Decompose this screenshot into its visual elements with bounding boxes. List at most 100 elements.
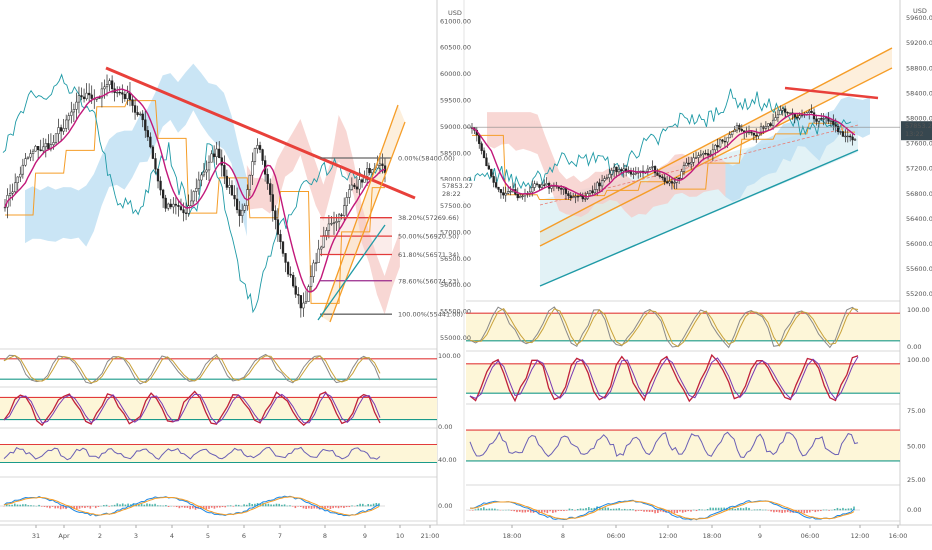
macd-histogram-bar: [585, 508, 587, 511]
candle-body: [516, 194, 519, 199]
candle-body: [230, 185, 234, 196]
macd-histogram-bar: [294, 506, 297, 509]
candle-body: [322, 235, 325, 248]
candle-body: [735, 125, 739, 131]
last-price-label: 57853.27: [905, 122, 932, 130]
macd-histogram-bar: [59, 506, 62, 510]
candle-body: [330, 223, 333, 225]
candle-body: [694, 157, 698, 159]
candle-body: [815, 118, 818, 122]
macd-histogram-bar: [817, 510, 819, 512]
macd-histogram-bar: [825, 509, 828, 511]
macd-histogram-bar: [676, 510, 678, 514]
macd-histogram-bar: [210, 506, 213, 508]
candle-body: [47, 143, 50, 150]
candle-body: [752, 132, 755, 136]
candle-body: [665, 181, 669, 184]
macd-histogram-bar: [643, 510, 645, 512]
macd-histogram-bar: [557, 510, 560, 511]
macd-histogram-bar: [806, 510, 808, 513]
candle-body: [494, 182, 498, 188]
macd-histogram-bar: [27, 505, 30, 507]
candle-body: [133, 105, 137, 113]
ichimoku-cloud-bear: [487, 112, 726, 218]
channel-upper-line: [539, 67, 893, 247]
candle-body: [187, 205, 190, 214]
candle-body: [651, 166, 654, 168]
candle-body: [593, 189, 596, 194]
stoch-k-line: [469, 353, 859, 403]
candle-body: [103, 86, 106, 90]
candle-body: [615, 166, 618, 173]
macd-histogram-bar: [272, 504, 275, 507]
macd-histogram-bar: [521, 510, 524, 513]
macd-histogram-bar: [235, 504, 237, 507]
candle-body: [704, 152, 707, 155]
candle-body: [123, 93, 127, 99]
macd-histogram-bar: [337, 506, 340, 509]
macd-histogram-bar: [477, 508, 480, 511]
macd-histogram-bar: [621, 509, 623, 511]
candle-body: [533, 183, 536, 188]
candle-body: [286, 262, 290, 275]
macd-histogram-bar: [32, 505, 35, 507]
candle-body: [757, 132, 760, 137]
y-tick-label: 40.00: [438, 456, 457, 464]
candle-body: [100, 88, 104, 99]
macd-histogram-bar: [51, 506, 54, 507]
candle-body: [82, 96, 86, 100]
candle-body: [243, 205, 246, 211]
candle-body: [682, 165, 686, 172]
candle-body: [212, 153, 216, 158]
macd-histogram-bar: [189, 506, 191, 510]
macd-histogram-bar: [19, 504, 21, 507]
macd-histogram-bar: [40, 506, 43, 507]
macd-histogram-bar: [756, 509, 759, 511]
macd-histogram-bar: [343, 506, 345, 508]
candle-body: [733, 129, 736, 133]
macd-histogram-bar: [143, 504, 146, 507]
candle-body: [223, 165, 226, 177]
candle-body: [829, 120, 833, 122]
macd-histogram-bar: [57, 506, 59, 509]
background-layer: [0, 0, 932, 528]
candle-body: [540, 184, 544, 188]
candle-body: [77, 95, 81, 103]
candle-body: [360, 179, 364, 183]
macd-histogram-bar: [202, 506, 205, 509]
macd-histogram-bar: [764, 509, 767, 511]
macd-histogram-bar: [370, 504, 372, 507]
candle-body: [668, 181, 671, 184]
fib-level-label: 38.20%(57269.66): [398, 214, 459, 222]
candle-body: [228, 185, 231, 188]
candle-body: [57, 127, 60, 135]
candle-body: [24, 158, 27, 166]
candle-body: [54, 133, 58, 143]
candle-body: [731, 131, 734, 135]
candle-body: [327, 223, 331, 231]
y-tick-label: 100.00: [438, 352, 461, 360]
macd-histogram-bar: [332, 506, 334, 509]
candle-body: [121, 92, 124, 95]
macd-histogram-bar: [543, 510, 546, 513]
macd-histogram-bar: [24, 504, 27, 507]
macd-histogram-bar: [833, 509, 836, 511]
macd-histogram-bar: [73, 506, 75, 510]
candle-body: [726, 137, 729, 143]
y-tick-label: 59000.00: [440, 123, 471, 131]
text-layer: 61000.00 60500.00 60000.00 59500.00 59000.00…: [32, 7, 932, 540]
last-price-box: [438, 180, 482, 201]
candle-body: [853, 139, 857, 141]
candle-body: [610, 170, 613, 175]
x-tick-label: 2: [98, 532, 102, 540]
macd-histogram-bar: [723, 507, 725, 511]
macd-histogram-bar: [607, 507, 609, 511]
macd-histogram-bar: [563, 510, 565, 512]
candle-body: [62, 128, 65, 132]
candle-body: [588, 190, 592, 194]
y-tick-label: 58800.00: [906, 64, 932, 72]
candle-body: [747, 131, 751, 134]
macd-line: [469, 499, 855, 521]
macd-histogram-bar: [11, 504, 13, 507]
